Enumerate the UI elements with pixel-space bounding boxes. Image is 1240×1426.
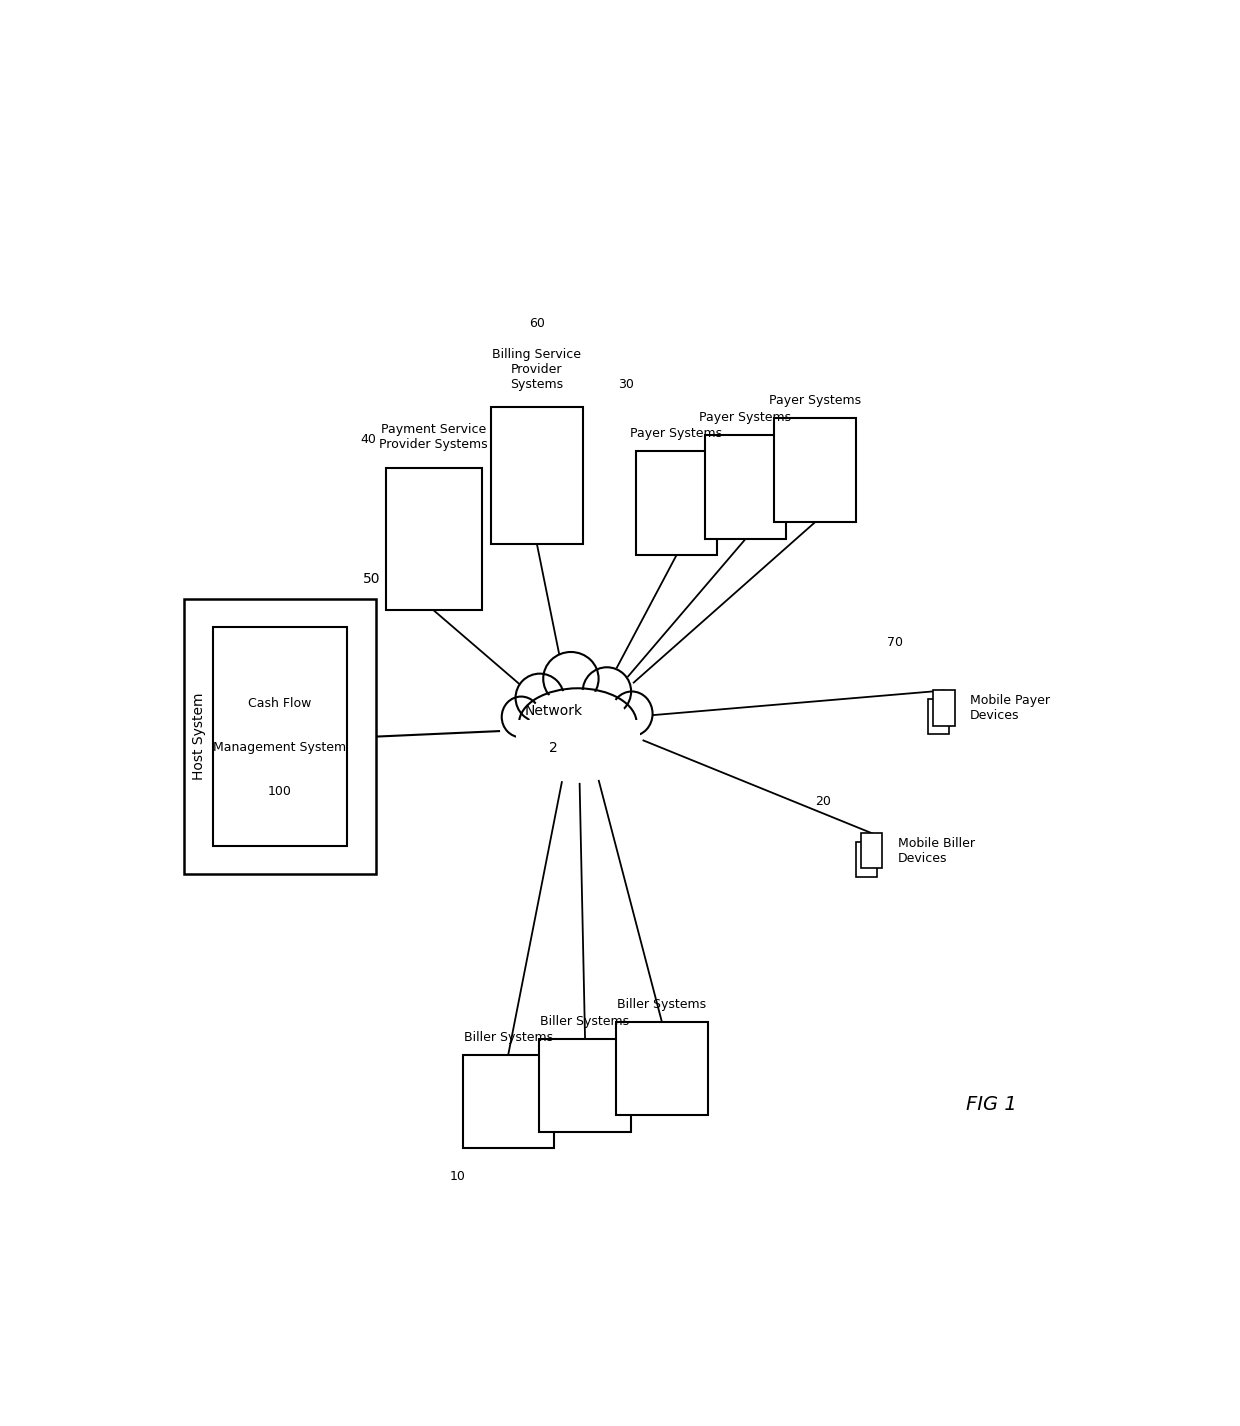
Text: 70: 70: [887, 636, 903, 649]
Bar: [539, 1038, 631, 1132]
Bar: [934, 690, 955, 726]
Ellipse shape: [583, 667, 631, 716]
Bar: [704, 435, 786, 539]
Text: Management System: Management System: [213, 742, 346, 754]
Ellipse shape: [520, 689, 636, 759]
Text: 2: 2: [549, 740, 558, 754]
Bar: [862, 833, 883, 868]
Bar: [184, 599, 376, 874]
Text: Biller Systems: Biller Systems: [541, 1014, 630, 1028]
Text: 100: 100: [268, 784, 291, 799]
Bar: [386, 468, 481, 610]
Bar: [856, 841, 877, 877]
Bar: [928, 699, 950, 734]
Text: Billing Service
Provider
Systems: Billing Service Provider Systems: [492, 348, 582, 391]
Text: Payer Systems: Payer Systems: [699, 411, 791, 424]
Text: Biller Systems: Biller Systems: [464, 1031, 553, 1044]
Ellipse shape: [529, 690, 626, 744]
Ellipse shape: [611, 692, 652, 736]
Bar: [635, 451, 717, 555]
Bar: [213, 627, 347, 847]
Text: 30: 30: [618, 378, 634, 391]
Bar: [774, 418, 856, 522]
Text: 10: 10: [450, 1171, 466, 1184]
Text: Mobile Biller
Devices: Mobile Biller Devices: [898, 837, 975, 864]
Ellipse shape: [502, 696, 541, 737]
Ellipse shape: [516, 673, 564, 722]
Bar: [463, 1055, 554, 1148]
Bar: [616, 1022, 708, 1115]
Text: Biller Systems: Biller Systems: [618, 998, 707, 1011]
Text: Payment Service
Provider Systems: Payment Service Provider Systems: [379, 424, 489, 451]
Text: Payer Systems: Payer Systems: [630, 428, 723, 441]
Text: Cash Flow: Cash Flow: [248, 697, 311, 710]
Text: 40: 40: [360, 432, 376, 445]
Text: FIG 1: FIG 1: [966, 1095, 1017, 1114]
Ellipse shape: [543, 652, 599, 706]
Text: Host System: Host System: [192, 693, 206, 780]
Text: Mobile Payer
Devices: Mobile Payer Devices: [970, 694, 1050, 722]
Bar: [491, 408, 583, 545]
Text: 50: 50: [362, 572, 379, 586]
Text: Payer Systems: Payer Systems: [769, 394, 861, 408]
Text: Network: Network: [525, 704, 583, 719]
Text: 60: 60: [529, 318, 544, 331]
Bar: [516, 720, 640, 761]
Text: 20: 20: [815, 794, 831, 809]
